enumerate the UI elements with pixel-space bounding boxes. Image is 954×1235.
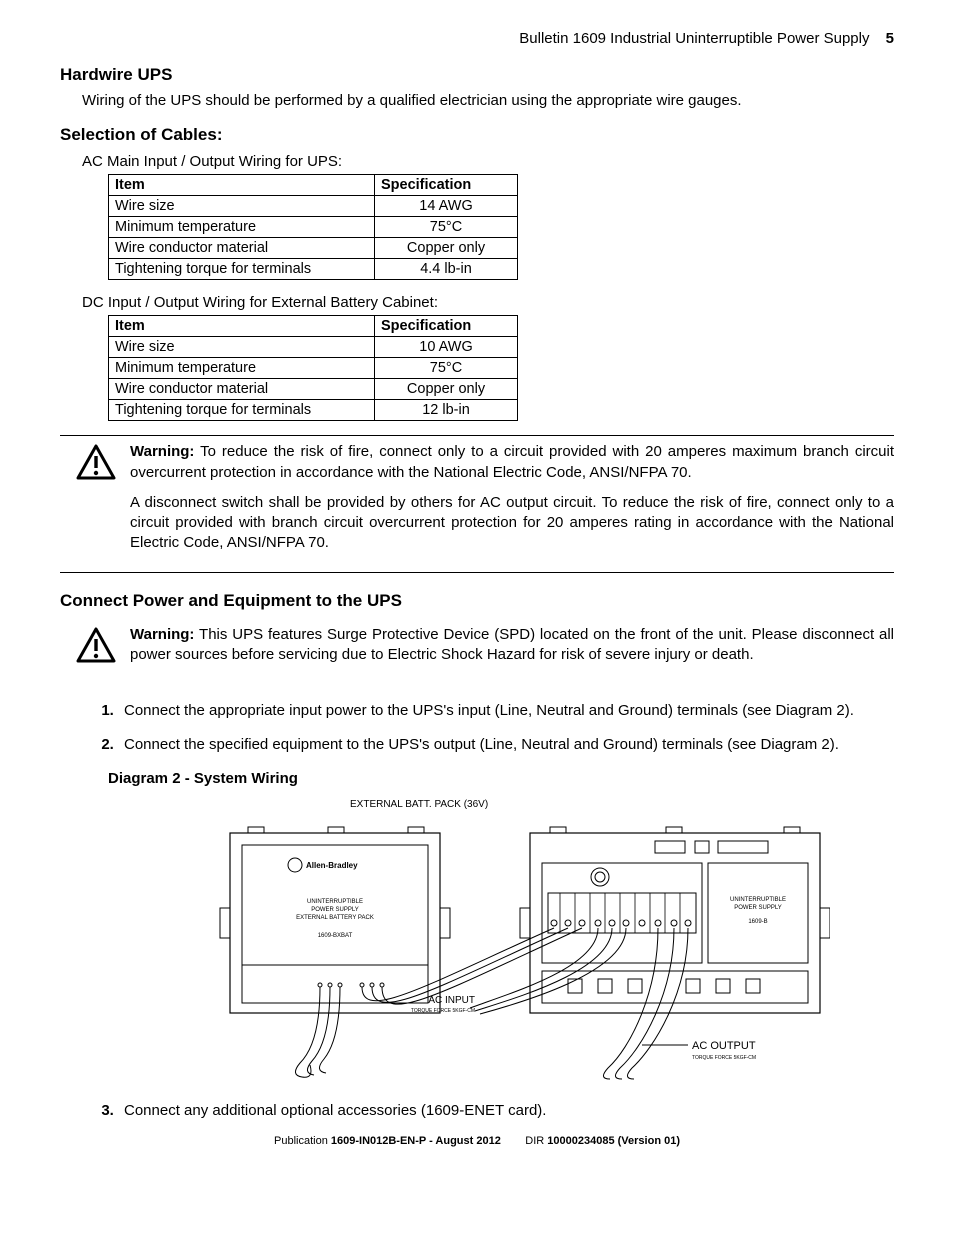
svg-text:POWER SUPPLY: POWER SUPPLY [311,907,359,913]
step-3: Connect any additional optional accessor… [118,1101,894,1121]
doc-title: Bulletin 1609 Industrial Uninterruptible… [519,30,869,47]
svg-text:TORQUE FORCE 5KGF-CM: TORQUE FORCE 5KGF-CM [692,1055,756,1061]
th-item: Item [109,175,375,196]
warning-text-1: Warning: To reduce the risk of fire, con… [130,442,894,563]
step-2: Connect the specified equipment to the U… [118,735,894,755]
svg-text:UNINTERRUPTIBLE: UNINTERRUPTIBLE [730,897,786,903]
cables-intro-ac: AC Main Input / Output Wiring for UPS: [82,153,894,170]
diag-left-cabinet: Allen-Bradley UNINTERRUPTIBLE POWER SUPP… [220,827,450,1013]
heading-cables: Selection of Cables: [60,125,894,145]
svg-text:TORQUE FORCE 5KGF-CM: TORQUE FORCE 5KGF-CM [411,1008,475,1014]
diagram-2: EXTERNAL BATT. PACK (36V) Allen-Bradley … [130,793,830,1087]
svg-text:UNINTERRUPTIBLE: UNINTERRUPTIBLE [307,899,363,905]
table-dc-wiring: ItemSpecification Wire size10 AWG Minimu… [108,315,518,421]
hardwire-body: Wiring of the UPS should be performed by… [82,91,894,111]
steps-list: Connect the appropriate input power to t… [90,701,894,756]
table-ac-wiring: ItemSpecification Wire size14 AWG Minimu… [108,174,518,280]
warning-block-1: Warning: To reduce the risk of fire, con… [60,435,894,572]
page-footer: Publication 1609-IN012B-EN-P - August 20… [60,1135,894,1147]
svg-text:EXTERNAL BATTERY PACK: EXTERNAL BATTERY PACK [296,915,374,921]
svg-text:POWER SUPPLY: POWER SUPPLY [734,905,782,911]
diag-label-acin: AC INPUT [428,995,475,1006]
diag-right-cabinet: UNINTERRUPTIBLE POWER SUPPLY 1609-B [520,827,830,1013]
page-number: 5 [886,30,894,47]
warning-text-2: Warning: This UPS features Surge Protect… [130,625,894,676]
cables-intro-dc: DC Input / Output Wiring for External Ba… [82,294,894,311]
th-spec: Specification [375,175,518,196]
diag-label-ext: EXTERNAL BATT. PACK (36V) [350,799,488,810]
warning-block-2: Warning: This UPS features Surge Protect… [60,619,894,684]
svg-text:1609-B: 1609-B [748,919,767,925]
diag-label-acout: AC OUTPUT [692,1040,756,1052]
heading-hardwire: Hardwire UPS [60,65,894,85]
steps-list-cont: Connect any additional optional accessor… [90,1101,894,1121]
warning-icon [76,627,116,667]
svg-text:Allen-Bradley: Allen-Bradley [306,861,358,870]
heading-connect: Connect Power and Equipment to the UPS [60,591,894,611]
page-header: Bulletin 1609 Industrial Uninterruptible… [60,30,894,47]
step-1: Connect the appropriate input power to t… [118,701,894,721]
svg-text:1609-BXBAT: 1609-BXBAT [318,933,353,939]
warning-icon [76,444,116,484]
diagram-title: Diagram 2 - System Wiring [108,770,894,787]
